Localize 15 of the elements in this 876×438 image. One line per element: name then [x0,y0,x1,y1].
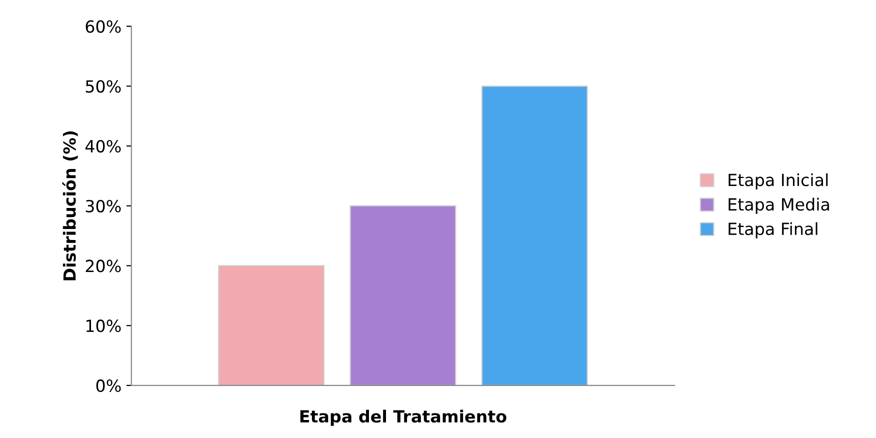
bar [218,265,325,386]
legend-label: Etapa Final [728,222,818,238]
y-tick-label: 0% [96,379,121,392]
bar [481,86,588,386]
y-tick-label: 20% [86,260,121,272]
y-tick-label: 40% [85,140,121,153]
y-tick-label: 30% [86,200,121,212]
y-tick-label: 60% [86,20,121,33]
y-tick-label: 10% [86,320,121,332]
legend-label: Etapa Inicial [728,173,828,190]
y-tick-label: 50% [86,80,121,93]
legend-label: Etapa Media [728,198,829,214]
bar [350,205,456,386]
y-axis-title: Distribución (%) [62,131,78,280]
x-axis-title: Etapa del Tratamiento [300,410,506,426]
